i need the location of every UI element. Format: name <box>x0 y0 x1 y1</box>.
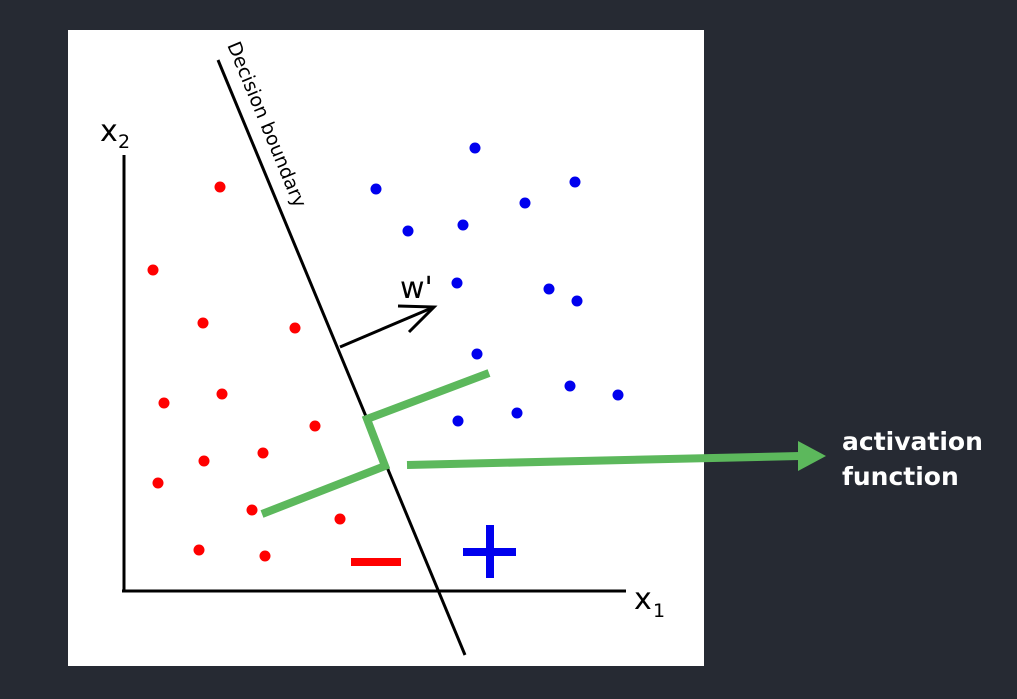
negative-class-point <box>246 504 258 516</box>
positive-class-sign <box>463 525 516 578</box>
negative-class-point <box>257 447 269 459</box>
positive-class-point <box>511 407 523 419</box>
negative-class-point <box>152 477 164 489</box>
y-axis-subscript: 2 <box>118 131 130 153</box>
negative-class-sign <box>351 558 401 566</box>
positive-class-point <box>612 389 624 401</box>
negative-class-points <box>147 181 346 562</box>
weight-vector-arrow <box>339 304 438 349</box>
negative-class-point <box>289 322 301 334</box>
decision-boundary-line <box>216 59 467 656</box>
positive-class-point <box>469 142 481 154</box>
activation-label-line1: activation <box>842 427 983 456</box>
y-axis-label: x <box>100 114 118 149</box>
negative-class-point <box>158 397 170 409</box>
negative-class-point <box>334 513 346 525</box>
activation-function-label: activation function <box>842 424 1012 494</box>
positive-class-point <box>370 183 382 195</box>
activation-step-curve <box>260 369 491 518</box>
positive-class-point <box>571 295 583 307</box>
x-axis-label: x <box>634 582 652 617</box>
positive-class-point <box>519 197 531 209</box>
negative-class-point <box>147 264 159 276</box>
negative-class-point <box>309 420 321 432</box>
positive-class-point <box>451 277 463 289</box>
decision-boundary-label: Decision boundary <box>222 38 310 210</box>
negative-class-point <box>193 544 205 556</box>
negative-class-point <box>259 550 271 562</box>
positive-class-point <box>402 225 414 237</box>
positive-class-point <box>457 219 469 231</box>
negative-class-point <box>198 455 210 467</box>
positive-class-point <box>471 348 483 360</box>
x-axis-subscript: 1 <box>653 600 665 622</box>
negative-class-point <box>216 388 228 400</box>
negative-class-point <box>214 181 226 193</box>
positive-class-point <box>452 415 464 427</box>
positive-class-points <box>370 142 624 427</box>
weight-vector-label: w' <box>400 271 433 306</box>
negative-class-point <box>197 317 209 329</box>
activation-label-line2: function <box>842 462 959 491</box>
callout-arrow <box>406 441 826 471</box>
positive-class-point <box>543 283 555 295</box>
positive-class-point <box>564 380 576 392</box>
positive-class-point <box>569 176 581 188</box>
